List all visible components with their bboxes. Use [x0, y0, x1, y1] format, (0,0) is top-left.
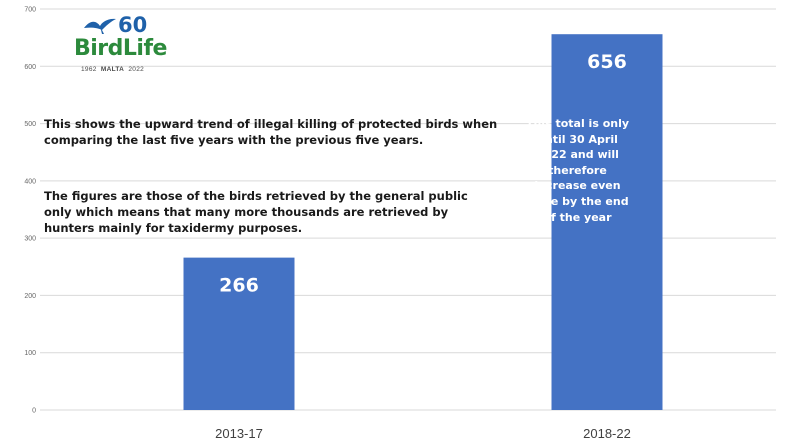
logo-subline: 1962 MALTA 2022: [81, 66, 144, 73]
logo-end-year: 2022: [128, 66, 145, 73]
y-tick-label: 600: [24, 64, 36, 71]
logo-name: BirdLife: [74, 36, 167, 61]
y-tick-label: 400: [24, 178, 36, 185]
y-tick-label: 200: [24, 293, 36, 300]
logo-anniversary: 60: [118, 13, 148, 37]
annotation-trend: This shows the upward trend of illegal k…: [44, 117, 498, 147]
y-tick-label: 100: [24, 350, 36, 357]
annotation-figures: The figures are those of the birds retri…: [44, 189, 468, 235]
gridlines: [40, 8, 776, 411]
logo-start-year: 1962: [81, 66, 97, 73]
birdlife-logo: 60 BirdLife 1962 MALTA 2022: [74, 14, 174, 80]
x-category-label: 2013-17: [215, 426, 263, 441]
bar: [551, 34, 663, 410]
y-axis-ticks: 0 100 200 300 400 500 600 700: [24, 7, 36, 415]
bar-value-label: 656: [587, 51, 627, 73]
x-axis-labels: 2013-17 2018-22: [215, 426, 631, 441]
logo-country: MALTA: [100, 66, 125, 73]
bars: [183, 34, 663, 410]
y-tick-label: 500: [24, 121, 36, 128]
y-tick-label: 700: [24, 7, 36, 14]
bar-note: This total is only until 30 April 2022 a…: [525, 117, 630, 224]
y-tick-label: 300: [24, 236, 36, 243]
bar: [183, 257, 295, 410]
bar-value-label: 266: [219, 275, 259, 297]
x-category-label: 2018-22: [583, 426, 631, 441]
bird-icon: [84, 18, 116, 34]
bar-data-labels: 266 656: [219, 51, 627, 296]
y-tick-label: 0: [32, 408, 36, 415]
